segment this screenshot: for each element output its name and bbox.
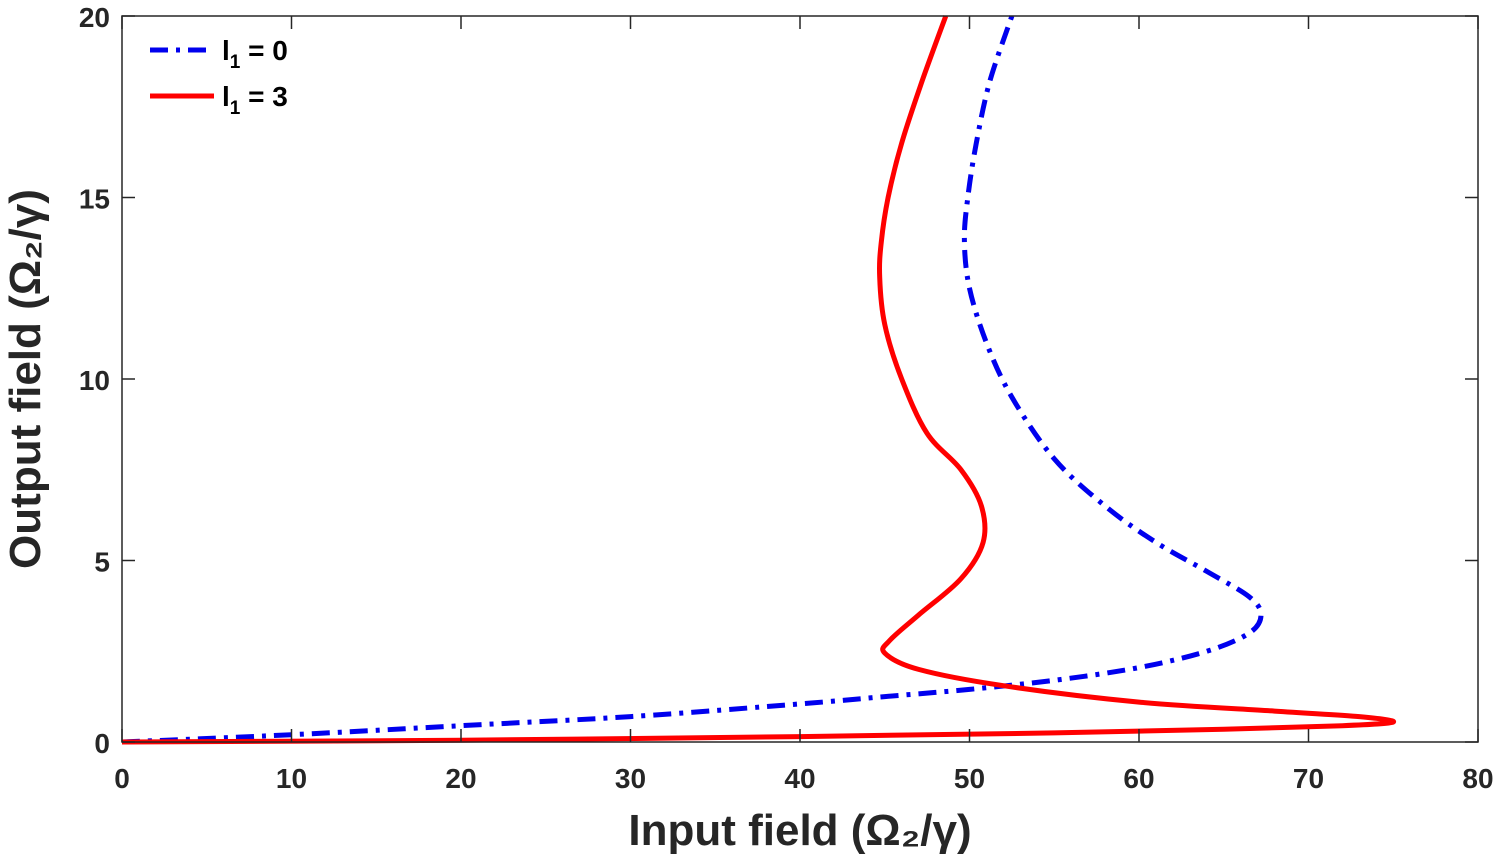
legend: l1 = 0 l1 = 3 <box>150 35 288 119</box>
x-tick-label-60: 60 <box>1123 763 1154 794</box>
y-tick-label-0: 0 <box>94 728 110 759</box>
y-axis-label: Output field (Ω₂/γ) <box>1 189 50 569</box>
x-tick-label-30: 30 <box>615 763 646 794</box>
ticks-layer: 0 10 20 30 40 50 60 70 80 0 5 10 15 20 <box>79 2 1494 794</box>
plot-background <box>122 16 1478 742</box>
x-tick-label-20: 20 <box>445 763 476 794</box>
x-tick-label-10: 10 <box>276 763 307 794</box>
x-tick-label-40: 40 <box>784 763 815 794</box>
series-line-0 <box>121 15 1264 745</box>
y-tick-label-20: 20 <box>79 2 110 33</box>
legend-label-0: l1 = 0 <box>222 35 288 73</box>
x-axis-label: Input field (Ω₂/γ) <box>628 806 971 855</box>
series-line-1 <box>121 15 1396 745</box>
y-tick-label-10: 10 <box>79 365 110 396</box>
x-tick-label-80: 80 <box>1462 763 1493 794</box>
curves-layer <box>121 15 1396 745</box>
x-tick-label-70: 70 <box>1293 763 1324 794</box>
y-tick-label-15: 15 <box>79 184 110 215</box>
x-tick-label-0: 0 <box>114 763 130 794</box>
y-tick-label-5: 5 <box>94 547 110 578</box>
legend-label-1: l1 = 3 <box>222 81 288 119</box>
x-tick-label-50: 50 <box>954 763 985 794</box>
